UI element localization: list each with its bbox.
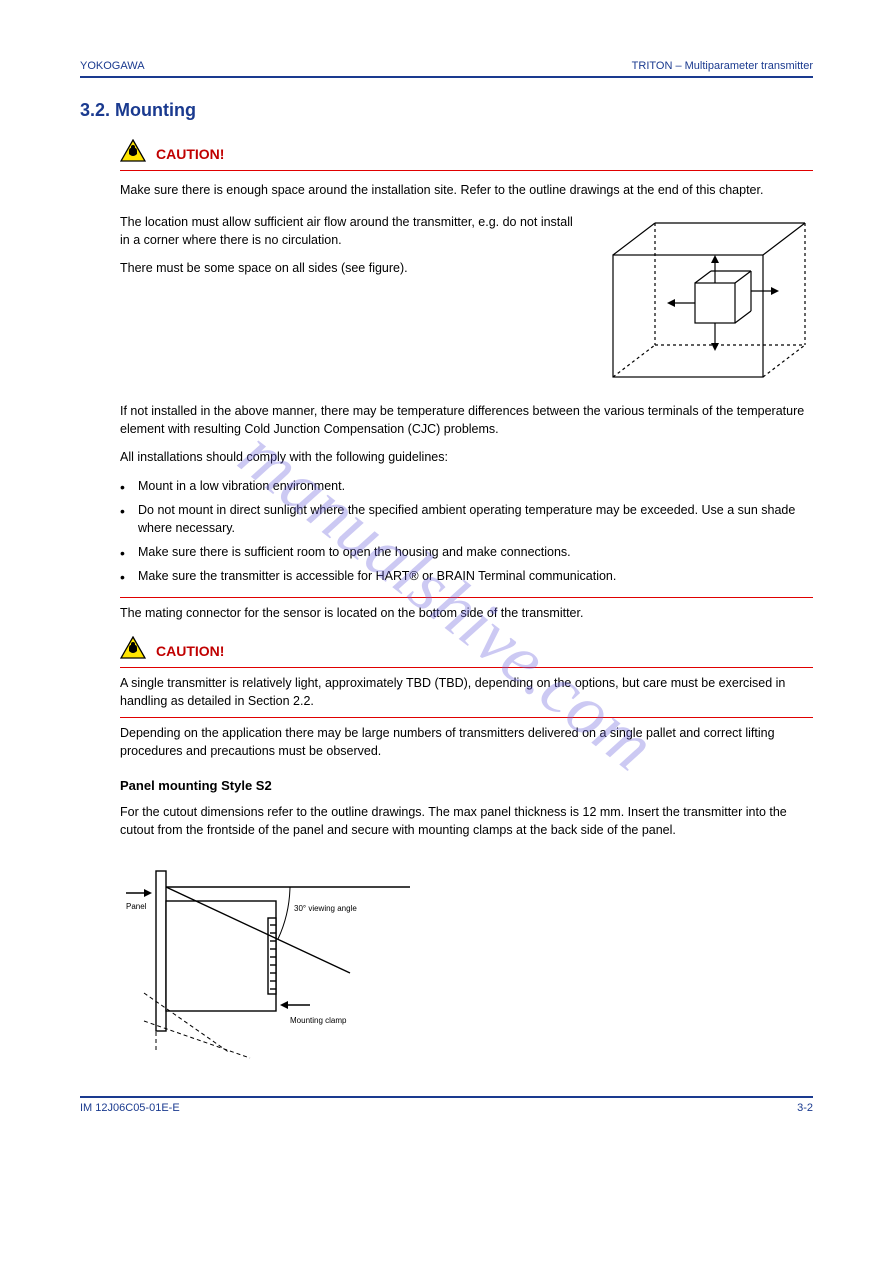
caution-icon-2 — [120, 636, 146, 665]
caution-icon — [120, 139, 146, 168]
install-bullet-4: Make sure the transmitter is accessible … — [120, 567, 813, 585]
caution-label-1: CAUTION! — [156, 146, 224, 162]
footer-rule — [80, 1096, 813, 1098]
header-rule — [80, 76, 813, 78]
install-bullet-1: Mount in a low vibration environment. — [120, 477, 813, 495]
install-bullet-3: Make sure there is sufficient room to op… — [120, 543, 813, 561]
header-title: TRITON – Multiparameter transmitter — [632, 60, 813, 72]
caution2-line2: Depending on the application there may b… — [120, 724, 813, 760]
panel-block: Panel mounting Style S2 For the cutout d… — [120, 778, 813, 1068]
box-diagram — [603, 217, 813, 392]
install-para1: If not installed in the above manner, th… — [120, 402, 813, 438]
header-brand: YOKOGAWA — [80, 60, 145, 72]
install-note: The mating connector for the sensor is l… — [120, 604, 813, 622]
caution-block-2: CAUTION! A single transmitter is relativ… — [120, 636, 813, 760]
page-header: YOKOGAWA TRITON – Multiparameter transmi… — [80, 60, 813, 72]
caution2-rule-2 — [120, 717, 813, 718]
footer-pagenum: 3-2 — [797, 1102, 813, 1114]
panel-label: Panel — [126, 902, 147, 911]
caution-rule-1 — [120, 170, 813, 171]
footer-docid: IM 12J06C05-01E-E — [80, 1102, 180, 1114]
clamp-label: Mounting clamp — [290, 1016, 347, 1025]
install-bullet-2: Do not mount in direct sunlight where th… — [120, 501, 813, 537]
caution2-line1: A single transmitter is relatively light… — [120, 674, 813, 710]
install-block: If not installed in the above manner, th… — [120, 402, 813, 622]
caution2-rule-1 — [120, 667, 813, 668]
airflow-line2: There must be some space on all sides (s… — [120, 259, 583, 277]
caution-block-1: CAUTION! Make sure there is enough space… — [120, 139, 813, 199]
note-rule-top — [120, 597, 813, 598]
panel-head: Panel mounting Style S2 — [120, 778, 813, 793]
panel-diagram: 30° viewing angle Panel Mounting clamp — [120, 853, 813, 1068]
airflow-row: The location must allow sufficient air f… — [120, 213, 813, 392]
caution-text-1: Make sure there is enough space around t… — [120, 181, 813, 199]
airflow-line1: The location must allow sufficient air f… — [120, 213, 583, 249]
panel-para: For the cutout dimensions refer to the o… — [120, 803, 813, 839]
caution-label-2: CAUTION! — [156, 643, 224, 659]
section-title: 3.2. Mounting — [80, 100, 813, 121]
viewing-angle-label: 30° viewing angle — [294, 904, 357, 913]
install-bullets: Mount in a low vibration environment. Do… — [120, 477, 813, 586]
install-para2-lead: All installations should comply with the… — [120, 448, 813, 466]
page-footer: IM 12J06C05-01E-E 3-2 — [80, 1102, 813, 1114]
